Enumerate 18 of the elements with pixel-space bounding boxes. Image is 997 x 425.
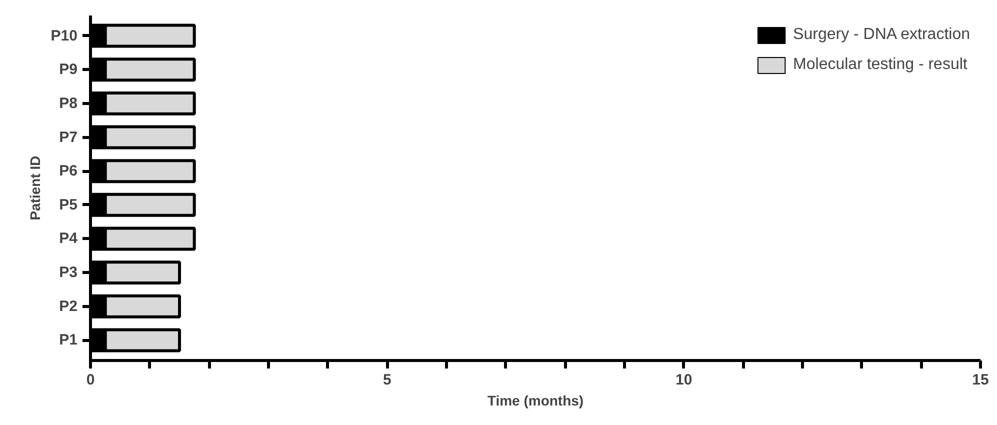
legend-label: Molecular testing - result [793,56,968,74]
y-axis-title: Patient ID [26,156,43,220]
y-tick-label: P5 [59,196,78,214]
x-tick-label: 10 [675,372,692,388]
y-tick-label: P9 [59,61,78,78]
legend-label: Surgery - DNA extraction [793,26,970,44]
y-tick-label: P10 [50,27,78,44]
y-tick-label: P4 [59,230,78,248]
x-axis-title: Time (months) [487,392,584,408]
x-tick-label: 5 [382,372,392,388]
x-tick-label: 15 [972,372,989,388]
y-tick-label: P2 [59,298,78,315]
y-tick-label: P8 [59,94,78,112]
y-tick-label: P1 [59,332,78,349]
x-tick-label: 0 [86,372,95,388]
y-tick-label: P6 [59,162,78,180]
y-tick-label: P7 [59,128,78,146]
y-tick-label: P3 [59,264,78,282]
